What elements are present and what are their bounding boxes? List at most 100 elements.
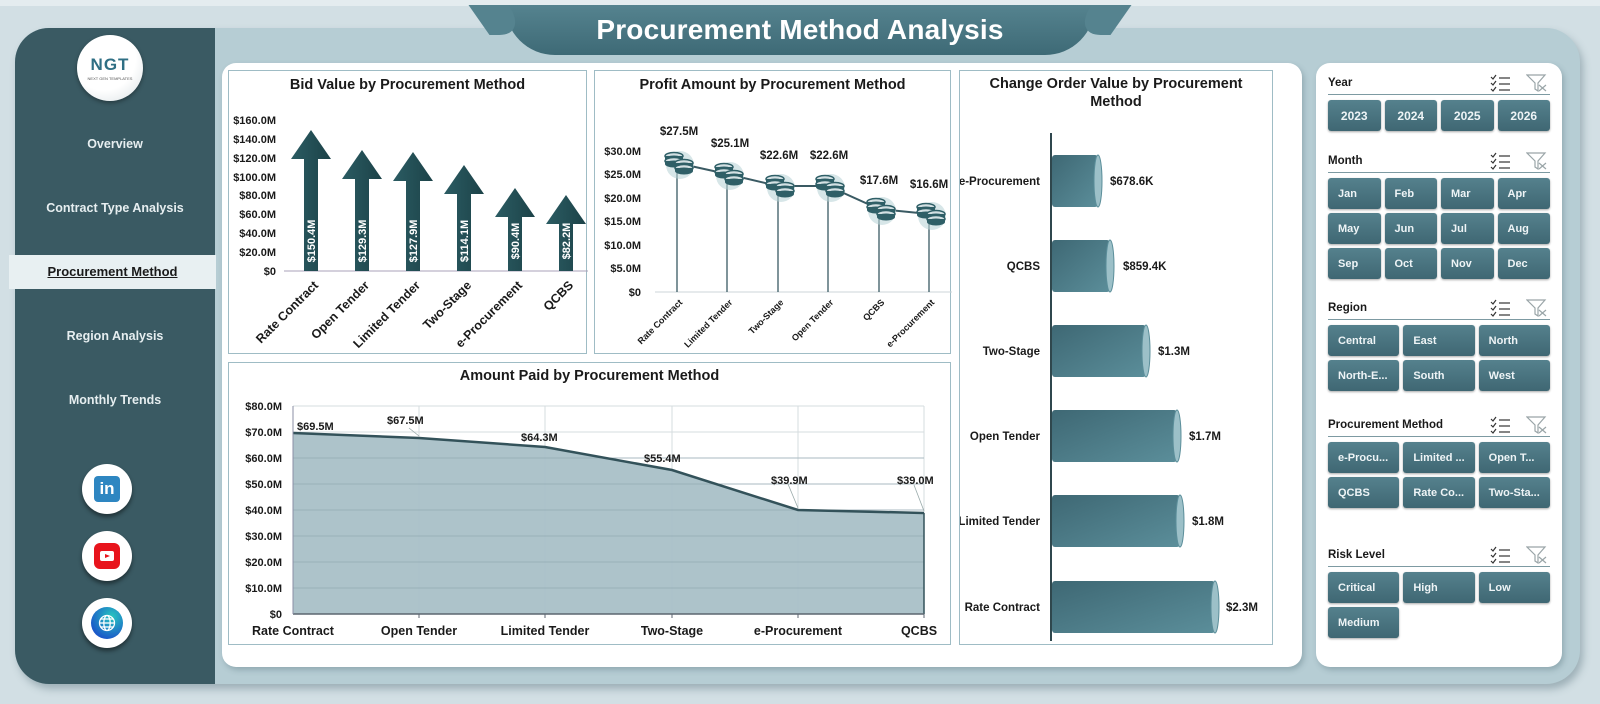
slicer-year: Year 2023 2024 2025 2026 <box>1328 71 1550 131</box>
filter-method-qcbs[interactable]: QCBS <box>1328 477 1400 508</box>
svg-text:$10.0M: $10.0M <box>245 583 282 595</box>
svg-text:$2.3M: $2.3M <box>1226 602 1258 614</box>
svg-text:Limited Tender: Limited Tender <box>682 297 735 350</box>
multi-select-icon[interactable] <box>1490 416 1512 434</box>
sidebar-item-monthly-trends[interactable]: Monthly Trends <box>68 393 162 407</box>
filter-region-south[interactable]: South <box>1403 360 1475 391</box>
filter-method-two-stage[interactable]: Two-Sta... <box>1478 477 1550 508</box>
svg-text:$678.6K: $678.6K <box>1110 176 1154 188</box>
logo-subtitle: NEXT GEN TEMPLATES <box>87 76 133 81</box>
svg-text:$22.6M: $22.6M <box>810 150 848 162</box>
svg-text:$5.0M: $5.0M <box>610 263 641 275</box>
filter-region-central[interactable]: Central <box>1328 325 1400 356</box>
svg-text:$39.9M: $39.9M <box>771 475 808 487</box>
clear-filter-icon[interactable] <box>1526 299 1548 317</box>
svg-text:$20.0M: $20.0M <box>239 247 276 259</box>
svg-text:$150.4M: $150.4M <box>306 220 318 263</box>
svg-text:$10.0M: $10.0M <box>604 240 641 252</box>
filter-month-sep[interactable]: Sep <box>1328 248 1381 279</box>
svg-text:$40.0M: $40.0M <box>239 228 276 240</box>
filter-month-feb[interactable]: Feb <box>1384 178 1437 209</box>
filter-month-nov[interactable]: Nov <box>1441 248 1494 279</box>
filter-month-apr[interactable]: Apr <box>1497 178 1550 209</box>
multi-select-icon[interactable] <box>1490 74 1512 92</box>
filter-month-jul[interactable]: Jul <box>1441 213 1494 244</box>
change-order-value-chart: Change Order Value by Procurement Method <box>959 70 1273 645</box>
sidebar-item-region-analysis[interactable]: Region Analysis <box>66 329 164 343</box>
filter-region-west[interactable]: West <box>1478 360 1550 391</box>
filter-method-open-tender[interactable]: Open T... <box>1478 442 1550 473</box>
svg-text:$80.0M: $80.0M <box>245 401 282 413</box>
clear-filter-icon[interactable] <box>1526 74 1548 92</box>
filter-region-north[interactable]: North <box>1478 325 1550 356</box>
filter-year-2025[interactable]: 2025 <box>1441 100 1494 131</box>
youtube-button[interactable] <box>82 531 132 581</box>
website-button[interactable] <box>82 598 132 648</box>
clear-filter-icon[interactable] <box>1526 416 1548 434</box>
svg-text:$55.4M: $55.4M <box>644 453 681 465</box>
filter-risk-high[interactable]: High <box>1403 572 1475 603</box>
filter-year-2024[interactable]: 2024 <box>1384 100 1437 131</box>
filter-month-jun[interactable]: Jun <box>1384 213 1437 244</box>
filter-month-jan[interactable]: Jan <box>1328 178 1381 209</box>
multi-select-icon[interactable] <box>1490 546 1512 564</box>
filter-risk-medium[interactable]: Medium <box>1328 607 1400 638</box>
filter-method-limited-tender[interactable]: Limited ... <box>1403 442 1475 473</box>
filter-year-2023[interactable]: 2023 <box>1328 100 1381 131</box>
sidebar: NGT NEXT GEN TEMPLATES Overview Contract… <box>9 28 216 684</box>
svg-text:$859.4K: $859.4K <box>1123 261 1167 273</box>
sidebar-item-overview[interactable]: Overview <box>87 137 143 151</box>
filter-month-aug[interactable]: Aug <box>1497 213 1550 244</box>
filter-method-e-procurement[interactable]: e-Procu... <box>1328 442 1400 473</box>
filter-region-north-east[interactable]: North-E... <box>1328 360 1400 391</box>
multi-select-icon[interactable] <box>1490 299 1512 317</box>
filter-method-rate-contract[interactable]: Rate Co... <box>1403 477 1475 508</box>
svg-text:Two-Stage: Two-Stage <box>747 297 786 336</box>
svg-text:Open Tender: Open Tender <box>381 624 457 638</box>
svg-text:QCBS: QCBS <box>1007 261 1041 273</box>
svg-text:$25.1M: $25.1M <box>711 138 749 150</box>
logo: NGT NEXT GEN TEMPLATES <box>77 35 143 101</box>
filter-month-may[interactable]: May <box>1328 213 1381 244</box>
svg-text:Two-Stage: Two-Stage <box>983 346 1040 358</box>
slicer-title: Risk Level <box>1328 548 1385 561</box>
svg-text:Open Tender: Open Tender <box>790 297 836 343</box>
clear-filter-icon[interactable] <box>1526 546 1548 564</box>
svg-text:$60.0M: $60.0M <box>245 453 282 465</box>
clear-filter-icon[interactable] <box>1526 152 1548 170</box>
slicer-region: Region Central East North North-E... Sou… <box>1328 296 1550 391</box>
chart-title: Amount Paid by Procurement Method <box>459 368 720 384</box>
filter-month-mar[interactable]: Mar <box>1441 178 1494 209</box>
bid-value-plot: $160.0M $140.0M $120.0M $100.0M $80.0M $… <box>233 115 588 351</box>
svg-text:Limited Tender: Limited Tender <box>960 516 1041 528</box>
filter-risk-low[interactable]: Low <box>1478 572 1550 603</box>
svg-text:$70.0M: $70.0M <box>245 427 282 439</box>
svg-text:$20.0M: $20.0M <box>245 557 282 569</box>
logo-text: NGT <box>90 55 130 74</box>
filter-panel: Year 2023 2024 2025 2026 Month Jan Feb M… <box>1316 63 1562 667</box>
multi-select-icon[interactable] <box>1490 152 1512 170</box>
filter-risk-critical[interactable]: Critical <box>1328 572 1400 603</box>
svg-text:$22.6M: $22.6M <box>760 150 798 162</box>
linkedin-icon: in <box>94 476 120 502</box>
svg-text:$127.9M: $127.9M <box>408 220 420 263</box>
svg-text:$30.0M: $30.0M <box>604 146 641 158</box>
filter-month-oct[interactable]: Oct <box>1384 248 1437 279</box>
svg-text:Two-Stage: Two-Stage <box>641 624 703 638</box>
main-panel: Bid Value by Procurement Method $160.0M … <box>222 63 1302 667</box>
sidebar-item-contract-type-analysis[interactable]: Contract Type Analysis <box>46 201 184 215</box>
bid-value-chart: Bid Value by Procurement Method $160.0M … <box>228 70 588 354</box>
sidebar-item-procurement-method[interactable]: Procurement Method <box>9 255 216 289</box>
linkedin-button[interactable]: in <box>82 464 132 514</box>
filter-month-dec[interactable]: Dec <box>1497 248 1550 279</box>
svg-text:$30.0M: $30.0M <box>245 531 282 543</box>
svg-text:$69.5M: $69.5M <box>297 421 334 433</box>
filter-year-2026[interactable]: 2026 <box>1497 100 1550 131</box>
svg-text:$20.0M: $20.0M <box>604 193 641 205</box>
svg-text:Two-Stage: Two-Stage <box>420 278 474 332</box>
svg-text:$100.0M: $100.0M <box>233 172 276 184</box>
svg-text:$120.0M: $120.0M <box>233 153 276 165</box>
filter-region-east[interactable]: East <box>1403 325 1475 356</box>
svg-text:Rate Contract: Rate Contract <box>636 297 685 346</box>
svg-text:QCBS: QCBS <box>861 297 886 322</box>
